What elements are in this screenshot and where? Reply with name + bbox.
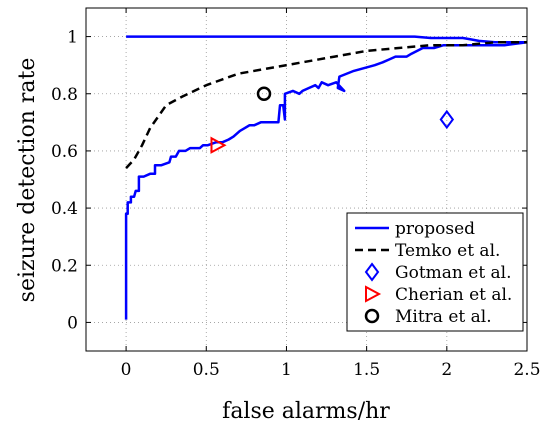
legend-label: Gotman et al. bbox=[395, 263, 512, 283]
x-tick-label: 0 bbox=[121, 360, 132, 380]
legend-label: Cherian et al. bbox=[395, 285, 512, 305]
x-tick-label: 1 bbox=[281, 360, 292, 380]
series-line-temko-et-al bbox=[125, 41, 527, 169]
legend-swatch-4 bbox=[364, 308, 380, 324]
y-tick-label: 1 bbox=[67, 28, 78, 48]
legend-label: proposed bbox=[395, 219, 475, 239]
series-layer bbox=[124, 35, 528, 320]
y-tick-label: 0 bbox=[67, 313, 78, 333]
data-point-mitra-et-al bbox=[256, 86, 272, 101]
x-tick-label: 2 bbox=[441, 360, 452, 380]
y-tick-label: 0.8 bbox=[51, 85, 78, 105]
x-tick-label: 1.5 bbox=[353, 360, 380, 380]
x-axis-label: false alarms/hr bbox=[222, 399, 390, 424]
x-tick-label: 2.5 bbox=[513, 360, 540, 380]
x-tick-label: 0.5 bbox=[193, 360, 220, 380]
data-point-cherian-et-al bbox=[210, 136, 227, 154]
series-line-proposed-upper bbox=[126, 35, 527, 44]
y-tick-label: 0.6 bbox=[51, 142, 78, 162]
legend-swatch-3 bbox=[365, 285, 382, 303]
y-tick-label: 0.2 bbox=[51, 256, 78, 276]
y-axis-label: seizure detection rate bbox=[15, 58, 40, 303]
data-point-gotman-et-al bbox=[439, 109, 455, 130]
legend-label: Temko et al. bbox=[395, 241, 500, 261]
legend-label: Mitra et al. bbox=[395, 307, 492, 327]
legend-swatch-2 bbox=[364, 262, 380, 282]
plot-frame bbox=[85, 7, 528, 352]
y-tick-label: 0.4 bbox=[51, 199, 78, 219]
series-line-proposed bbox=[124, 41, 528, 320]
ticks: 0 0.5 1 1.5 2 2.5 0 0.2 0.4 0.6 0.8 1 bbox=[51, 8, 541, 380]
